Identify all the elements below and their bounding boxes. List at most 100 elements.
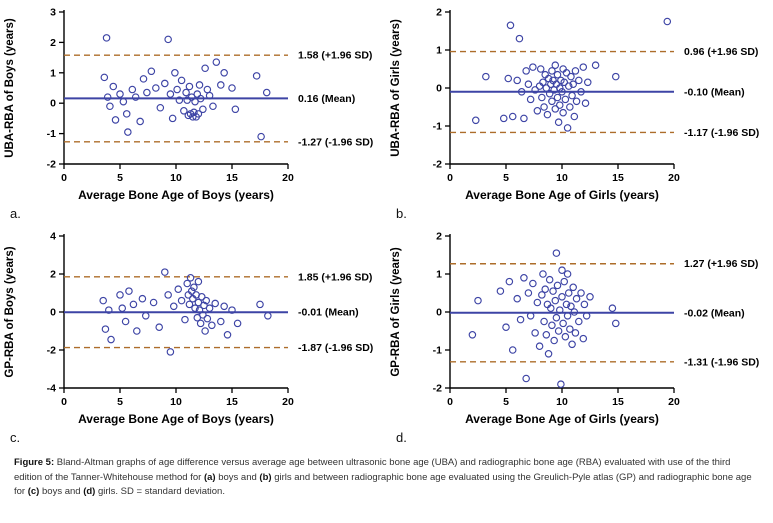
data-point (256, 300, 264, 309)
data-point (563, 270, 572, 278)
data-point (183, 279, 191, 288)
data-point (149, 298, 158, 307)
annotation-lower-sd: -1.31 (-1.96 SD) (684, 356, 759, 368)
data-point (540, 317, 548, 326)
data-point (103, 93, 112, 101)
data-point (208, 321, 216, 330)
data-point (524, 80, 533, 88)
y-tick-label: 0 (436, 83, 442, 95)
data-point (526, 95, 535, 104)
y-tick-label: 0 (436, 307, 442, 319)
data-point (553, 70, 562, 79)
data-point (545, 89, 554, 98)
x-tick-label: 15 (226, 172, 238, 184)
caption-bold-text: (b) (259, 471, 272, 483)
data-point (152, 84, 160, 92)
data-point (571, 67, 580, 75)
data-point (571, 329, 580, 337)
y-axis-label: GP-RBA of Boys (years) (4, 246, 16, 377)
data-point (563, 124, 572, 132)
data-point (611, 319, 620, 328)
data-point (551, 105, 560, 113)
panel-c: -4 -2 0 2 4 0 5 10 15 20 1.85 (+1.96 SD) -0.01 (Mea… (0, 224, 386, 448)
data-point (566, 325, 574, 333)
y-tick-label: 2 (50, 37, 56, 49)
data-point (579, 334, 588, 343)
data-point (529, 63, 537, 71)
panel-a: -2 -1 0 1 2 3 0 5 10 15 20 1.58 (+1.96 SD) 0.16 (Mea… (0, 0, 386, 224)
data-point (181, 315, 189, 324)
data-point (193, 90, 202, 98)
data-point (122, 110, 131, 118)
data-point (570, 112, 579, 121)
data-point (554, 327, 563, 335)
x-tick-label: 10 (170, 172, 182, 184)
data-point (223, 331, 232, 339)
annotation-mean: -0.01 (Mean) (298, 307, 359, 319)
data-point (515, 34, 524, 43)
data-point (550, 336, 558, 345)
data-point (581, 99, 590, 107)
data-point (211, 299, 219, 308)
data-point (175, 96, 184, 104)
data-point (554, 118, 563, 126)
figure-caption: Figure 5: Bland-Altman graphs of age dif… (0, 448, 773, 500)
data-point (540, 103, 548, 111)
data-point (180, 107, 188, 115)
y-tick-label: 3 (50, 7, 56, 19)
data-point (199, 311, 207, 319)
data-point (102, 34, 111, 42)
data-point (524, 289, 533, 297)
data-point (499, 114, 508, 123)
data-point (529, 279, 537, 288)
data-point (570, 308, 579, 316)
x-tick-label: 5 (503, 396, 509, 408)
data-point (186, 274, 195, 282)
data-point (100, 73, 109, 82)
data-point (168, 114, 177, 123)
data-point (541, 285, 549, 293)
data-point (177, 76, 186, 85)
data-point (166, 348, 175, 356)
data-point (185, 82, 194, 91)
caption-text: boys and (215, 471, 260, 483)
data-point (212, 58, 221, 66)
data-point (548, 321, 556, 330)
data-point (156, 103, 165, 112)
y-tick-label: -2 (47, 159, 56, 171)
data-point (535, 342, 544, 350)
data-point (201, 327, 209, 335)
data-point (177, 296, 186, 305)
data-point (128, 85, 137, 94)
data-point (143, 88, 151, 97)
data-point (568, 340, 576, 349)
x-tick-label: 5 (117, 172, 123, 184)
x-tick-label: 5 (117, 396, 123, 408)
data-point (539, 270, 547, 278)
data-point (559, 319, 567, 328)
y-tick-label: 1 (436, 269, 442, 281)
y-axis-label: GP-RBA of Girls (years) (390, 247, 402, 376)
data-point (561, 95, 570, 104)
x-tick-label: 20 (668, 396, 680, 408)
x-tick-label: 15 (612, 172, 624, 184)
data-point (116, 291, 124, 299)
data-point (182, 88, 190, 97)
data-point (231, 105, 240, 114)
data-point (547, 80, 555, 88)
data-point (220, 69, 228, 77)
data-point (563, 312, 572, 320)
y-tick-label: 1 (50, 67, 56, 79)
data-point (217, 317, 225, 326)
data-point (577, 289, 585, 297)
annotation-lower-sd: -1.17 (-1.96 SD) (684, 127, 759, 139)
data-point (564, 82, 573, 90)
data-point (561, 332, 570, 341)
data-point (262, 88, 271, 97)
data-point (474, 296, 482, 305)
data-point (663, 17, 672, 26)
annotation-upper-sd: 0.96 (+1.96 SD) (684, 46, 758, 58)
data-point (566, 103, 574, 111)
data-point (572, 294, 581, 303)
